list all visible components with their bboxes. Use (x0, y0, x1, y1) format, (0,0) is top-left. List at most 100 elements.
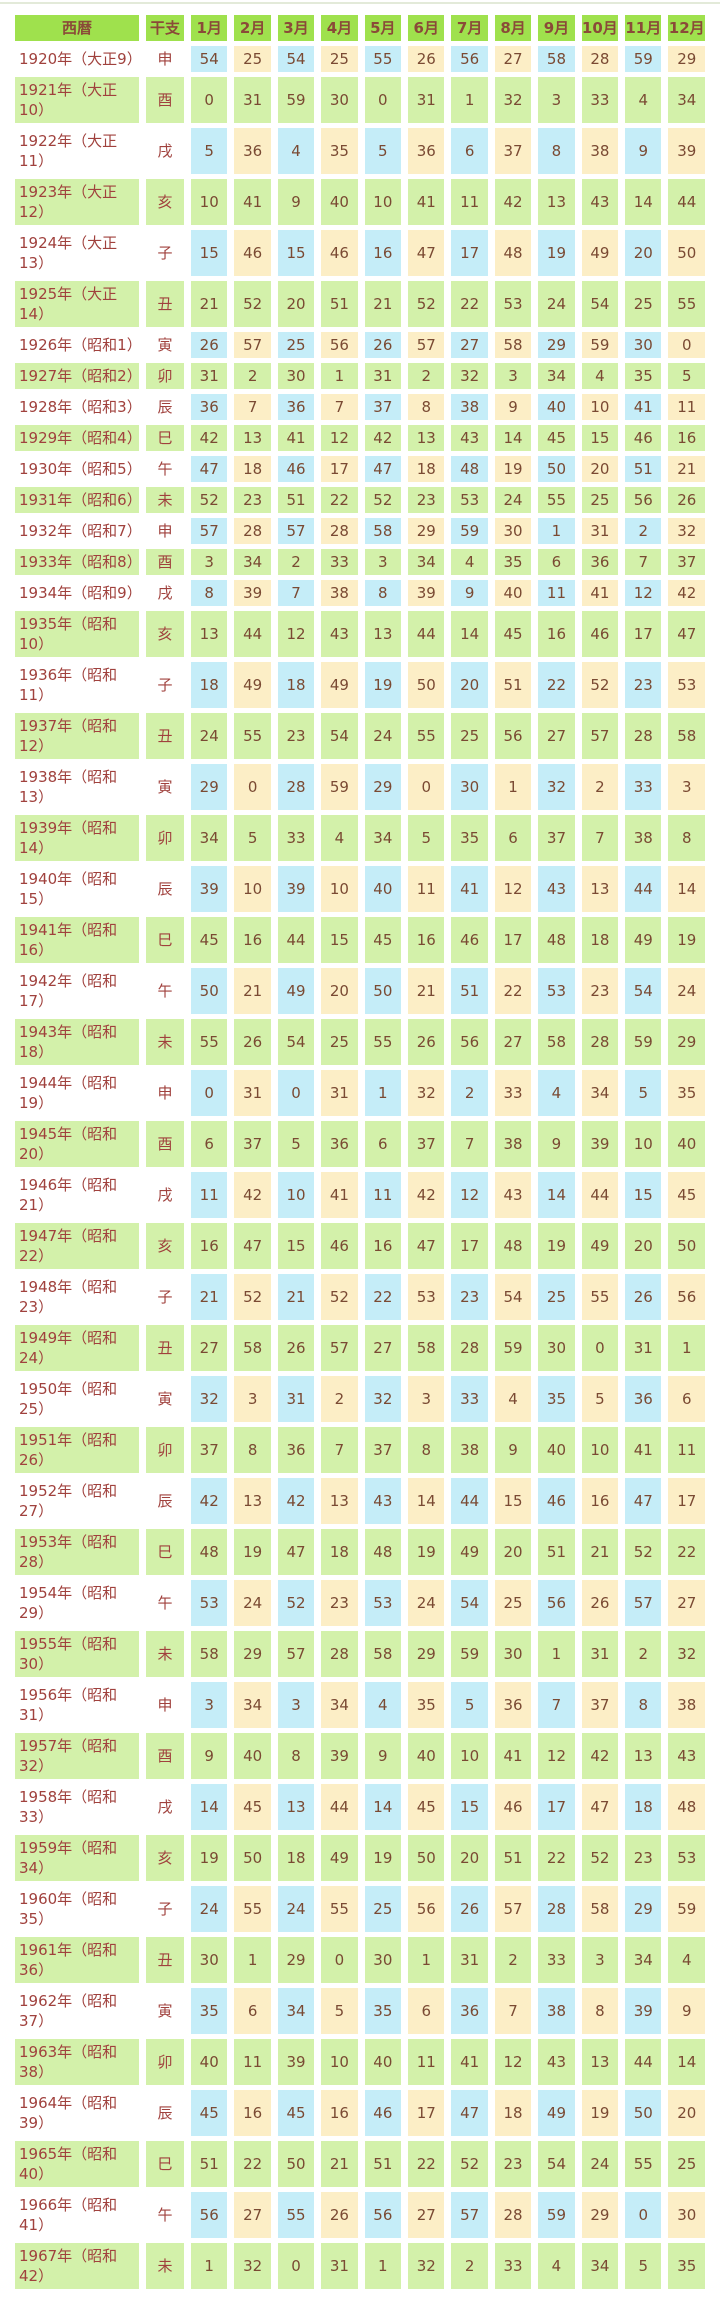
month-value-cell: 1 (538, 1631, 575, 1677)
month-value-cell: 10 (581, 394, 619, 420)
month-value-cell: 36 (277, 394, 315, 420)
month-value-cell: 18 (408, 456, 445, 482)
month-value-cell: 56 (191, 2192, 228, 2238)
month-value-cell: 34 (321, 1682, 358, 1728)
month-value-cell: 31 (625, 1325, 662, 1371)
month-value-cell: 28 (277, 764, 315, 810)
month-value-cell: 16 (191, 1223, 228, 1269)
month-value-cell: 18 (277, 1835, 315, 1881)
month-value-cell: 17 (538, 1784, 575, 1830)
eto-cell: 午 (146, 1580, 184, 1626)
month-value-cell: 22 (234, 2141, 271, 2187)
eto-cell: 卯 (146, 2039, 184, 2085)
col-header-month: 11月 (625, 15, 662, 41)
month-value-cell: 58 (191, 1631, 228, 1677)
month-value-cell: 48 (668, 1784, 705, 1830)
month-value-cell: 37 (364, 1427, 402, 1473)
month-value-cell: 12 (451, 1172, 488, 1218)
month-value-cell: 23 (625, 662, 662, 708)
month-value-cell: 34 (234, 1682, 271, 1728)
month-value-cell: 12 (494, 866, 532, 912)
month-value-cell: 43 (538, 866, 575, 912)
month-value-cell: 47 (451, 2090, 488, 2136)
month-value-cell: 33 (494, 1070, 532, 1116)
month-value-cell: 55 (364, 1019, 402, 1065)
month-value-cell: 56 (451, 1019, 488, 1065)
month-value-cell: 48 (451, 456, 488, 482)
month-value-cell: 34 (581, 1070, 619, 1116)
month-value-cell: 30 (321, 77, 358, 123)
month-value-cell: 2 (625, 518, 662, 544)
year-cell: 1938年（昭和13） (15, 764, 139, 810)
month-value-cell: 21 (364, 281, 402, 327)
month-value-cell: 25 (364, 1886, 402, 1932)
month-value-cell: 9 (494, 394, 532, 420)
month-value-cell: 20 (494, 1529, 532, 1575)
month-value-cell: 24 (277, 1886, 315, 1932)
month-value-cell: 18 (191, 662, 228, 708)
month-value-cell: 25 (277, 332, 315, 358)
month-value-cell: 2 (408, 363, 445, 389)
eto-cell: 丑 (146, 713, 184, 759)
month-value-cell: 28 (321, 1631, 358, 1677)
month-value-cell: 0 (364, 77, 402, 123)
month-value-cell: 36 (408, 128, 445, 174)
month-value-cell: 42 (494, 179, 532, 225)
month-value-cell: 14 (668, 866, 705, 912)
year-row: 1953年（昭和28）巳 48 19 47 18 48 19 49 20 51 21 52 22 (15, 1529, 705, 1575)
month-value-cell: 28 (625, 713, 662, 759)
year-cell: 1966年（昭和41） (15, 2192, 139, 2238)
month-value-cell: 15 (321, 917, 358, 963)
month-value-cell: 30 (625, 332, 662, 358)
month-value-cell: 56 (408, 1886, 445, 1932)
month-value-cell: 30 (364, 1937, 402, 1983)
month-value-cell: 4 (364, 1682, 402, 1728)
month-value-cell: 5 (408, 815, 445, 861)
year-cell: 1944年（昭和19） (15, 1070, 139, 1116)
month-value-cell: 55 (234, 713, 271, 759)
month-value-cell: 42 (408, 1172, 445, 1218)
month-value-cell: 24 (191, 1886, 228, 1932)
month-value-cell: 3 (538, 77, 575, 123)
month-value-cell: 1 (494, 764, 532, 810)
month-value-cell: 44 (277, 917, 315, 963)
month-value-cell: 54 (625, 968, 662, 1014)
eto-cell: 辰 (146, 866, 184, 912)
month-value-cell: 31 (234, 77, 271, 123)
month-value-cell: 25 (538, 1274, 575, 1320)
month-value-cell: 38 (668, 1682, 705, 1728)
month-value-cell: 58 (581, 1886, 619, 1932)
month-value-cell: 52 (277, 1580, 315, 1626)
month-value-cell: 48 (364, 1529, 402, 1575)
month-value-cell: 53 (494, 281, 532, 327)
month-value-cell: 9 (668, 1988, 705, 2034)
month-value-cell: 47 (581, 1784, 619, 1830)
month-value-cell: 37 (538, 815, 575, 861)
eto-cell: 亥 (146, 1835, 184, 1881)
month-value-cell: 39 (277, 2039, 315, 2085)
month-value-cell: 21 (191, 281, 228, 327)
eto-cell: 午 (146, 456, 184, 482)
month-value-cell: 28 (321, 518, 358, 544)
month-value-cell: 17 (451, 1223, 488, 1269)
eto-month-number-table: 西暦 干支 1月 2月 3月 4月 5月 6月 7月 8月 9月 10月 11月 12月 1920年（大正… (8, 10, 712, 2294)
month-value-cell: 0 (668, 332, 705, 358)
year-cell: 1960年（昭和35） (15, 1886, 139, 1932)
month-value-cell: 16 (321, 2090, 358, 2136)
month-value-cell: 23 (451, 1274, 488, 1320)
month-value-cell: 54 (581, 281, 619, 327)
month-value-cell: 30 (668, 2192, 705, 2238)
year-row: 1948年（昭和23）子 21 52 21 52 22 53 23 54 25 55 26 56 (15, 1274, 705, 1320)
month-value-cell: 13 (625, 1733, 662, 1779)
eto-cell: 午 (146, 2192, 184, 2238)
year-row: 1952年（昭和27）辰 42 13 42 13 43 14 44 15 46 16 47 17 (15, 1478, 705, 1524)
month-value-cell: 3 (408, 1376, 445, 1422)
month-value-cell: 44 (668, 179, 705, 225)
eto-cell: 戌 (146, 128, 184, 174)
month-value-cell: 16 (668, 425, 705, 451)
month-value-cell: 16 (408, 917, 445, 963)
month-value-cell: 35 (625, 363, 662, 389)
table-body: 1920年（大正9）申 54 25 54 25 55 26 56 27 58 28 59 29 1921年… (15, 46, 705, 2289)
month-value-cell: 21 (321, 2141, 358, 2187)
month-value-cell: 43 (581, 179, 619, 225)
